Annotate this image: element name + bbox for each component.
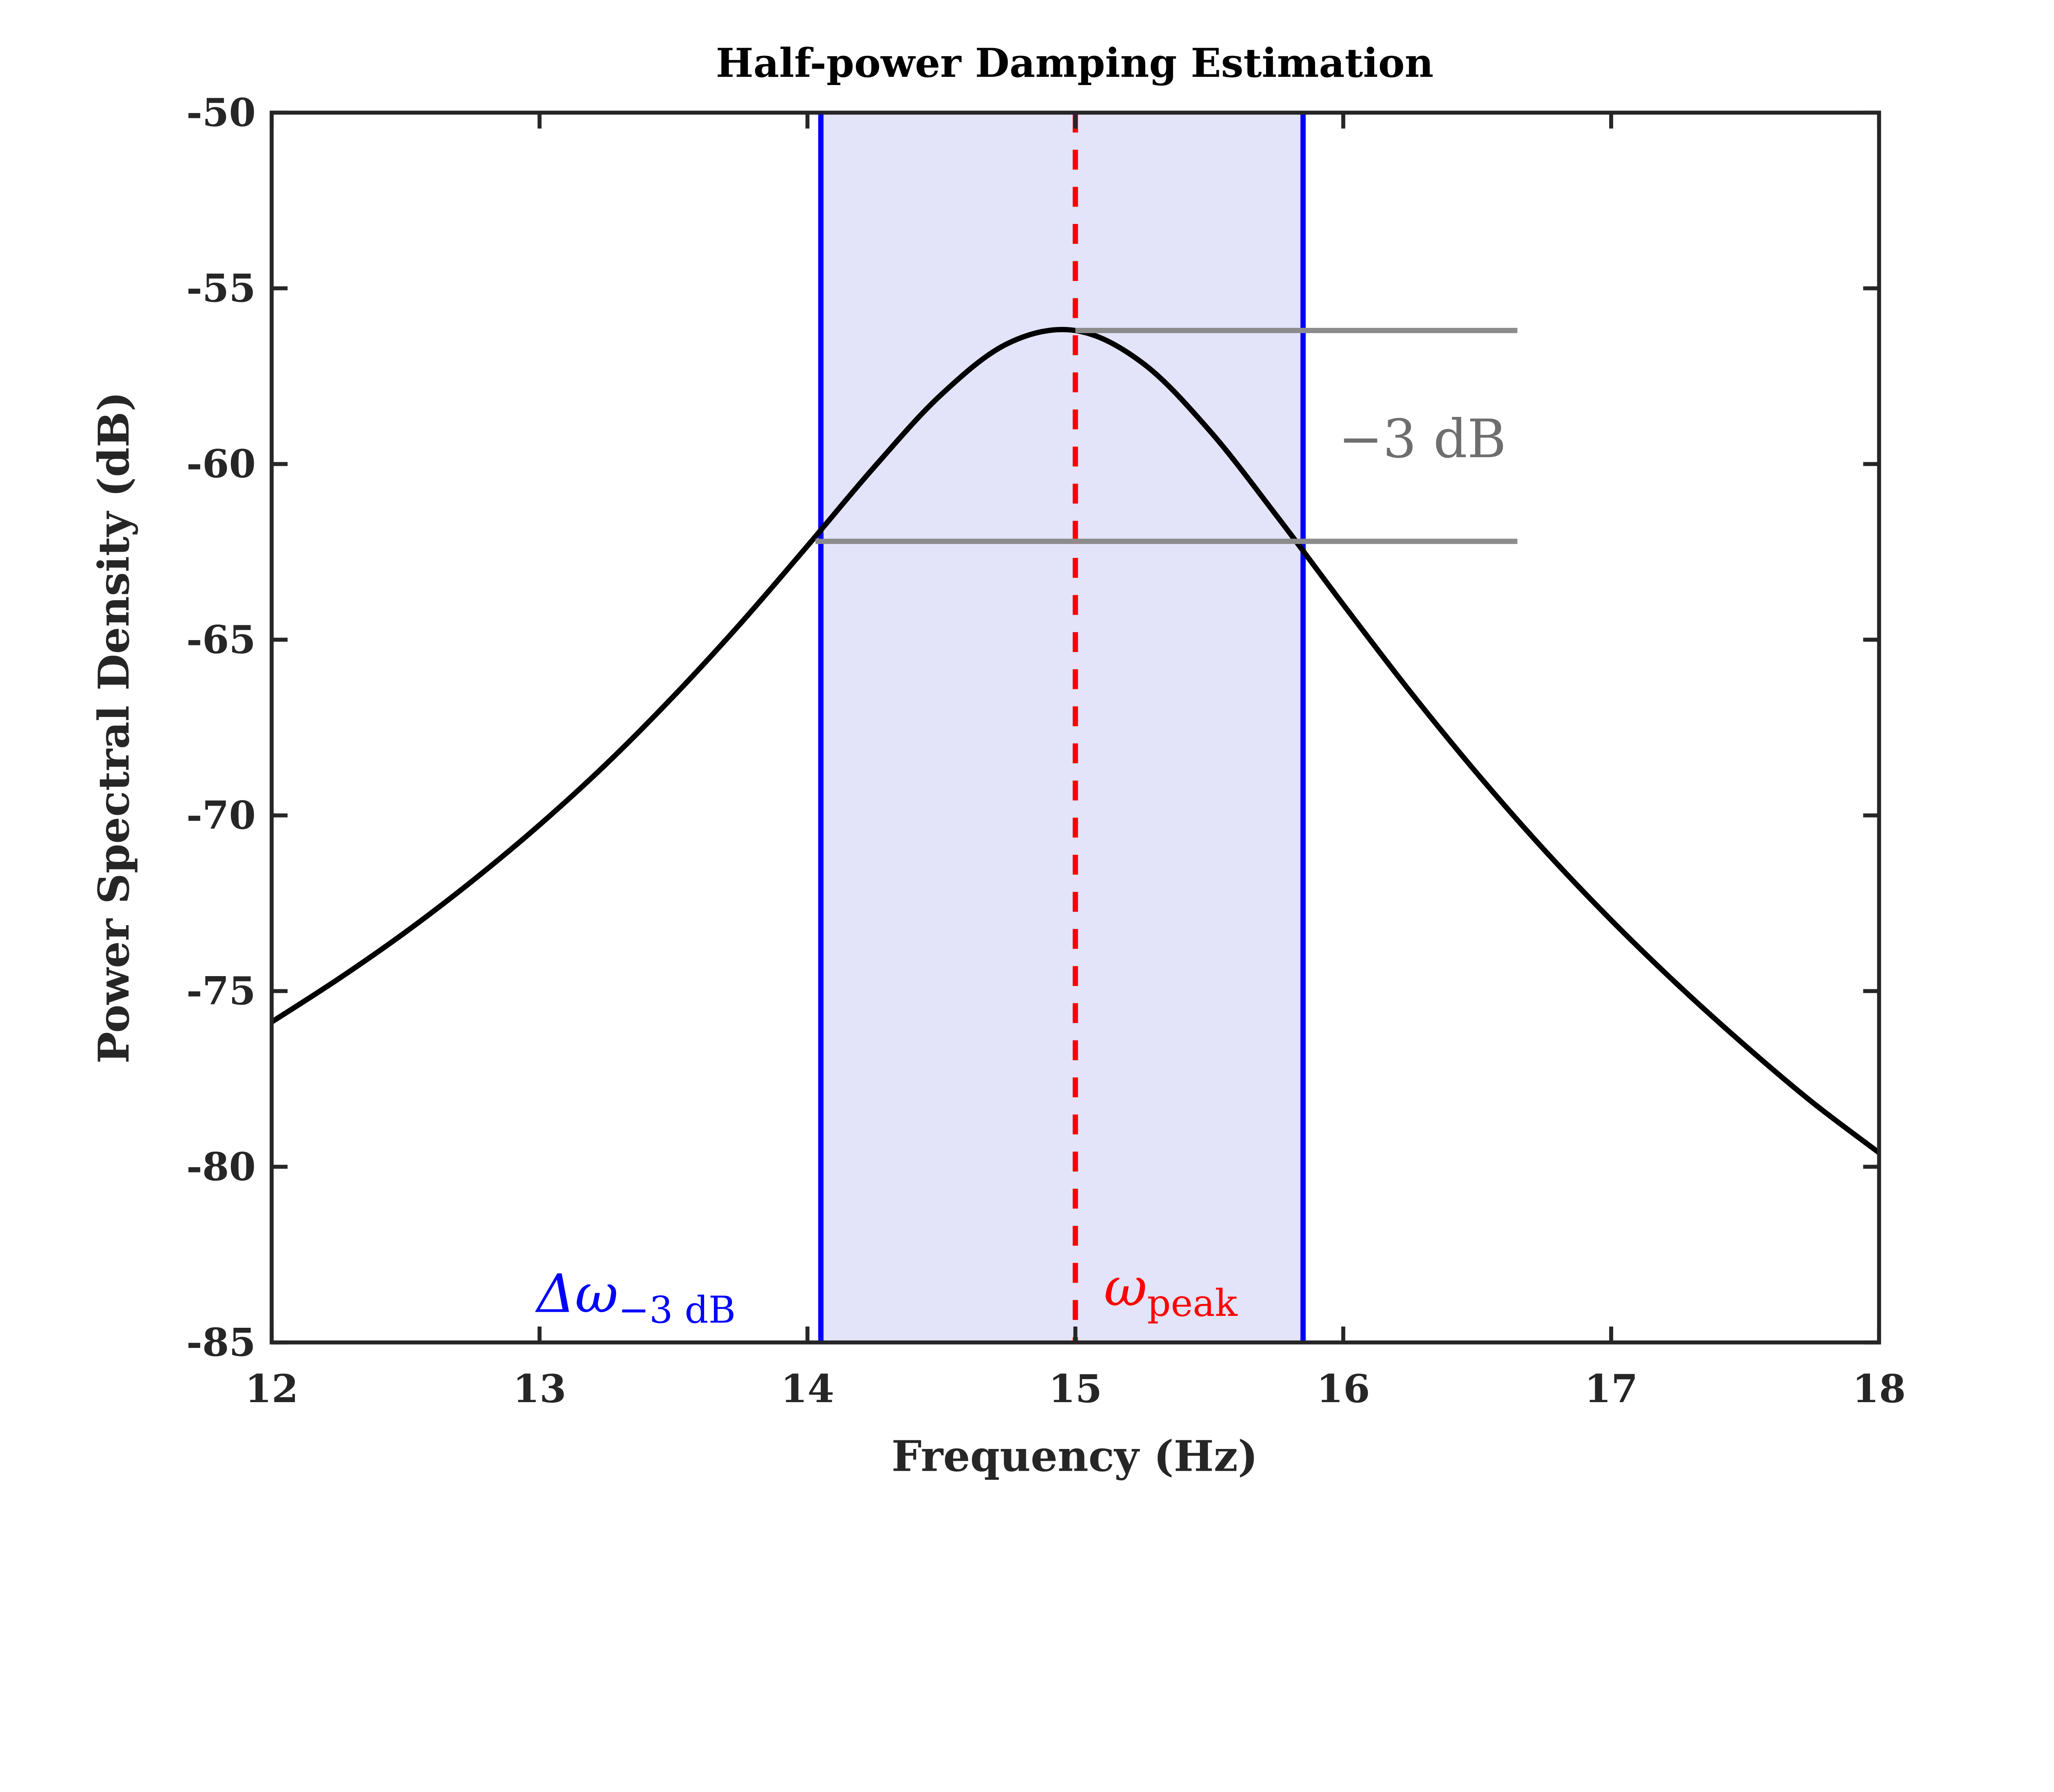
y-tick-label: -65 (187, 617, 256, 662)
y-tick-label: -50 (187, 90, 256, 135)
minus-3db-label: −3 dB (1338, 408, 1506, 470)
band-fill (821, 113, 1303, 1343)
half-power-band (818, 113, 1306, 1343)
chart-title: Half-power Damping Estimation (716, 39, 1434, 86)
x-tick-label: 12 (245, 1366, 298, 1412)
curve-layer (270, 113, 1881, 1343)
y-tick-label: -55 (187, 266, 256, 311)
x-tick-label: 15 (1049, 1366, 1102, 1412)
y-axis-label: Power Spectral Density (dB) (89, 392, 139, 1064)
x-tick-label: 17 (1584, 1366, 1638, 1412)
bandwidth-symbol: Δω (534, 1263, 618, 1325)
y-tick-label: -85 (187, 1320, 256, 1365)
peak-symbol: ω (1104, 1256, 1147, 1318)
y-tick-label: -70 (187, 793, 256, 838)
peak-label: ωpeak (1104, 1256, 1238, 1325)
bandwidth-subscript: −3 dB (618, 1288, 736, 1331)
x-axis-label: Frequency (Hz) (891, 1432, 1258, 1481)
y-tick-label: -80 (187, 1144, 256, 1189)
y-tick-label: -60 (187, 442, 256, 487)
bandwidth-label: Δω−3 dB (534, 1263, 735, 1332)
chart: 12 13 14 15 16 17 18 -50 -55 -60 -65 -70 -75 -80 -85 H… (89, 39, 1906, 1481)
x-tick-label: 18 (1852, 1366, 1906, 1412)
ticks: 12 13 14 15 16 17 18 -50 -55 -60 -65 -70 -75 -80 -85 (187, 90, 1906, 1411)
y-tick-label: -75 (187, 969, 256, 1014)
peak-subscript: peak (1147, 1282, 1238, 1325)
x-tick-label: 16 (1317, 1366, 1370, 1412)
x-tick-label: 14 (781, 1366, 834, 1412)
x-tick-label: 13 (513, 1366, 566, 1412)
psd-curve (270, 327, 1881, 1155)
